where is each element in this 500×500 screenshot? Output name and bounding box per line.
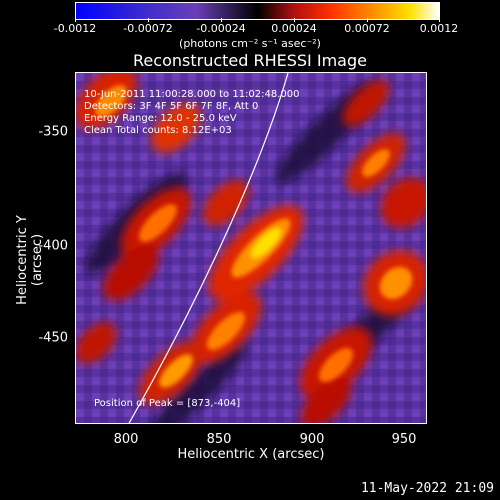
emission-region [76,322,117,364]
emission-region [103,245,159,301]
colorbar-tick: 0.00072 [344,22,390,35]
emission-core [318,347,354,383]
colorbar-tick: 0.00024 [271,22,317,35]
annotation-detectors: Detectors: 3F 4F 5F 6F 7F 8F, Att 0 [84,101,259,112]
colorbar-tick: -0.00024 [196,22,246,35]
emission-region [203,180,249,226]
emission-core [95,85,127,117]
image-title: Reconstructed RHESSI Image [133,51,367,70]
emission-region [342,79,390,127]
annotation-peak-position: Position of Peak = [873,-404] [94,398,241,409]
y-axis-label: Heliocentric Y (arcsec) [15,215,45,305]
annotation-time-range: 10-Jun-2011 11:00:28.000 to 11:02:48.000 [84,89,300,100]
emission-core [138,203,178,243]
y-tick: -400 [38,238,68,254]
colorbar-units: (photons cm⁻² s⁻¹ asec⁻²) [179,37,321,50]
colorbar-tick: -0.0012 [53,22,97,35]
x-axis-label: Heliocentric X (arcsec) [177,447,325,462]
y-tick: -350 [38,124,68,140]
x-tick: 900 [299,432,325,447]
colorbar-tick: 0.0012 [419,22,459,35]
emission-core [379,266,413,300]
emission-core [251,228,281,258]
emission-core [206,311,246,351]
annotation-method: Clean Total counts: 8.12E+03 [84,125,232,136]
colorbar [75,2,440,20]
x-tick: 950 [391,432,417,447]
x-tick: 800 [113,432,139,447]
annotation-energy-range: Energy Range: 12.0 - 25.0 keV [84,113,237,124]
emission-region [300,377,352,423]
rhessi-image-map [76,73,426,423]
x-tick: 850 [206,432,232,447]
footer-date: 11-May-2022 21:09 [360,481,494,496]
rhessi-image: 10-Jun-2011 11:00:28.000 to 11:02:48.000… [75,72,427,424]
y-tick: -450 [38,330,68,346]
emission-region [380,177,426,229]
colorbar-tick: -0.00072 [123,22,173,35]
emission-core [159,354,193,388]
emission-region [151,103,201,153]
emission-core [362,149,390,177]
